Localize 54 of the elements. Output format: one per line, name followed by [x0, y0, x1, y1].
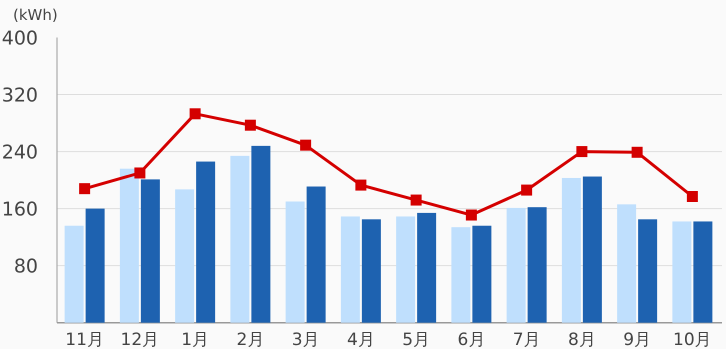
x-tick-label: 12月 [120, 330, 160, 349]
bar [306, 186, 326, 323]
bar [196, 162, 216, 323]
bar [506, 208, 526, 323]
bar [396, 216, 416, 323]
point [576, 146, 588, 158]
bar [251, 146, 270, 323]
point [79, 183, 90, 194]
bar [472, 226, 492, 323]
bar [362, 219, 381, 323]
bar [340, 216, 360, 323]
y-axis-title: (kWh) [13, 6, 58, 24]
y-tick-label: 80 [14, 256, 38, 278]
bar [617, 204, 636, 323]
x-tick-label: 11月 [65, 330, 104, 349]
bar [286, 201, 305, 323]
y-tick-label: 320 [2, 84, 38, 107]
point [134, 167, 146, 178]
y-tick-label: 160 [2, 198, 38, 221]
bar [175, 189, 194, 323]
point [521, 184, 532, 196]
point [190, 108, 201, 120]
point [686, 191, 698, 202]
x-tick-label: 9月 [623, 330, 652, 349]
y-tick-label: 400 [2, 28, 38, 50]
point [300, 140, 312, 151]
bar [451, 227, 470, 323]
point [244, 120, 256, 131]
bar [230, 156, 250, 323]
x-tick-label: 4月 [346, 330, 375, 349]
bar [120, 168, 139, 323]
bar [417, 212, 436, 323]
x-tick-label: 1月 [181, 330, 210, 349]
y-tick-label: 240 [2, 142, 38, 164]
bar [140, 179, 160, 323]
bar [528, 207, 547, 323]
point [355, 180, 366, 191]
x-tick-label: 2月 [236, 330, 264, 349]
bar [562, 178, 581, 323]
x-tick-label: 7月 [512, 330, 541, 349]
bar [672, 221, 692, 323]
bar [693, 221, 712, 323]
x-tick-label: 8月 [568, 330, 596, 349]
bar [638, 219, 658, 323]
point [466, 210, 477, 221]
bar [64, 226, 84, 323]
bar [86, 208, 105, 323]
point [632, 146, 643, 158]
point [410, 194, 422, 206]
x-tick-label: 5月 [402, 330, 430, 349]
bar [582, 176, 602, 323]
x-tick-label: 6月 [457, 330, 486, 349]
x-tick-label: 3月 [292, 330, 320, 349]
x-tick-label: 10月 [673, 330, 712, 349]
